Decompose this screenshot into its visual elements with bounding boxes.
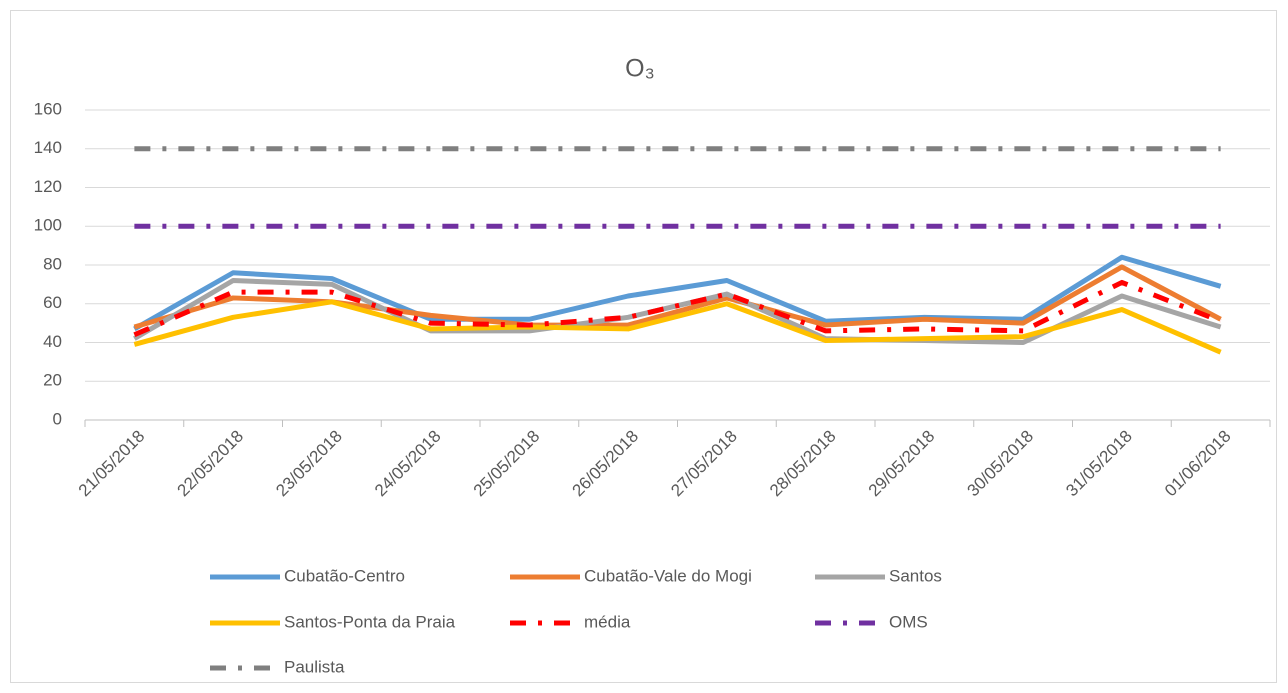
- y-tick-label: 60: [43, 293, 62, 312]
- chart-title: O₃: [625, 55, 655, 83]
- legend-label: Santos-Ponta da Praia: [284, 612, 456, 631]
- y-tick-label: 80: [43, 254, 62, 273]
- y-tick-label: 100: [34, 216, 62, 235]
- legend-label: média: [584, 612, 631, 631]
- legend-label: Santos: [889, 566, 942, 585]
- y-tick-label: 120: [34, 177, 62, 196]
- series-line: [133, 279, 1222, 338]
- legend-label: Cubatão-Vale do Mogi: [584, 566, 752, 585]
- legend-label: Cubatão-Centro: [284, 566, 405, 585]
- y-tick-label: 20: [43, 371, 62, 390]
- y-tick-label: 40: [43, 332, 62, 351]
- y-tick-label: 160: [34, 99, 62, 118]
- series-line: [133, 254, 1222, 332]
- series-line: [133, 264, 1222, 330]
- series-line: [133, 299, 1222, 355]
- legend-label: Paulista: [284, 657, 345, 676]
- legend-label: OMS: [889, 612, 928, 631]
- y-tick-label: 140: [34, 138, 62, 157]
- chart-frame: [10, 10, 1277, 683]
- y-tick-label: 0: [53, 409, 62, 428]
